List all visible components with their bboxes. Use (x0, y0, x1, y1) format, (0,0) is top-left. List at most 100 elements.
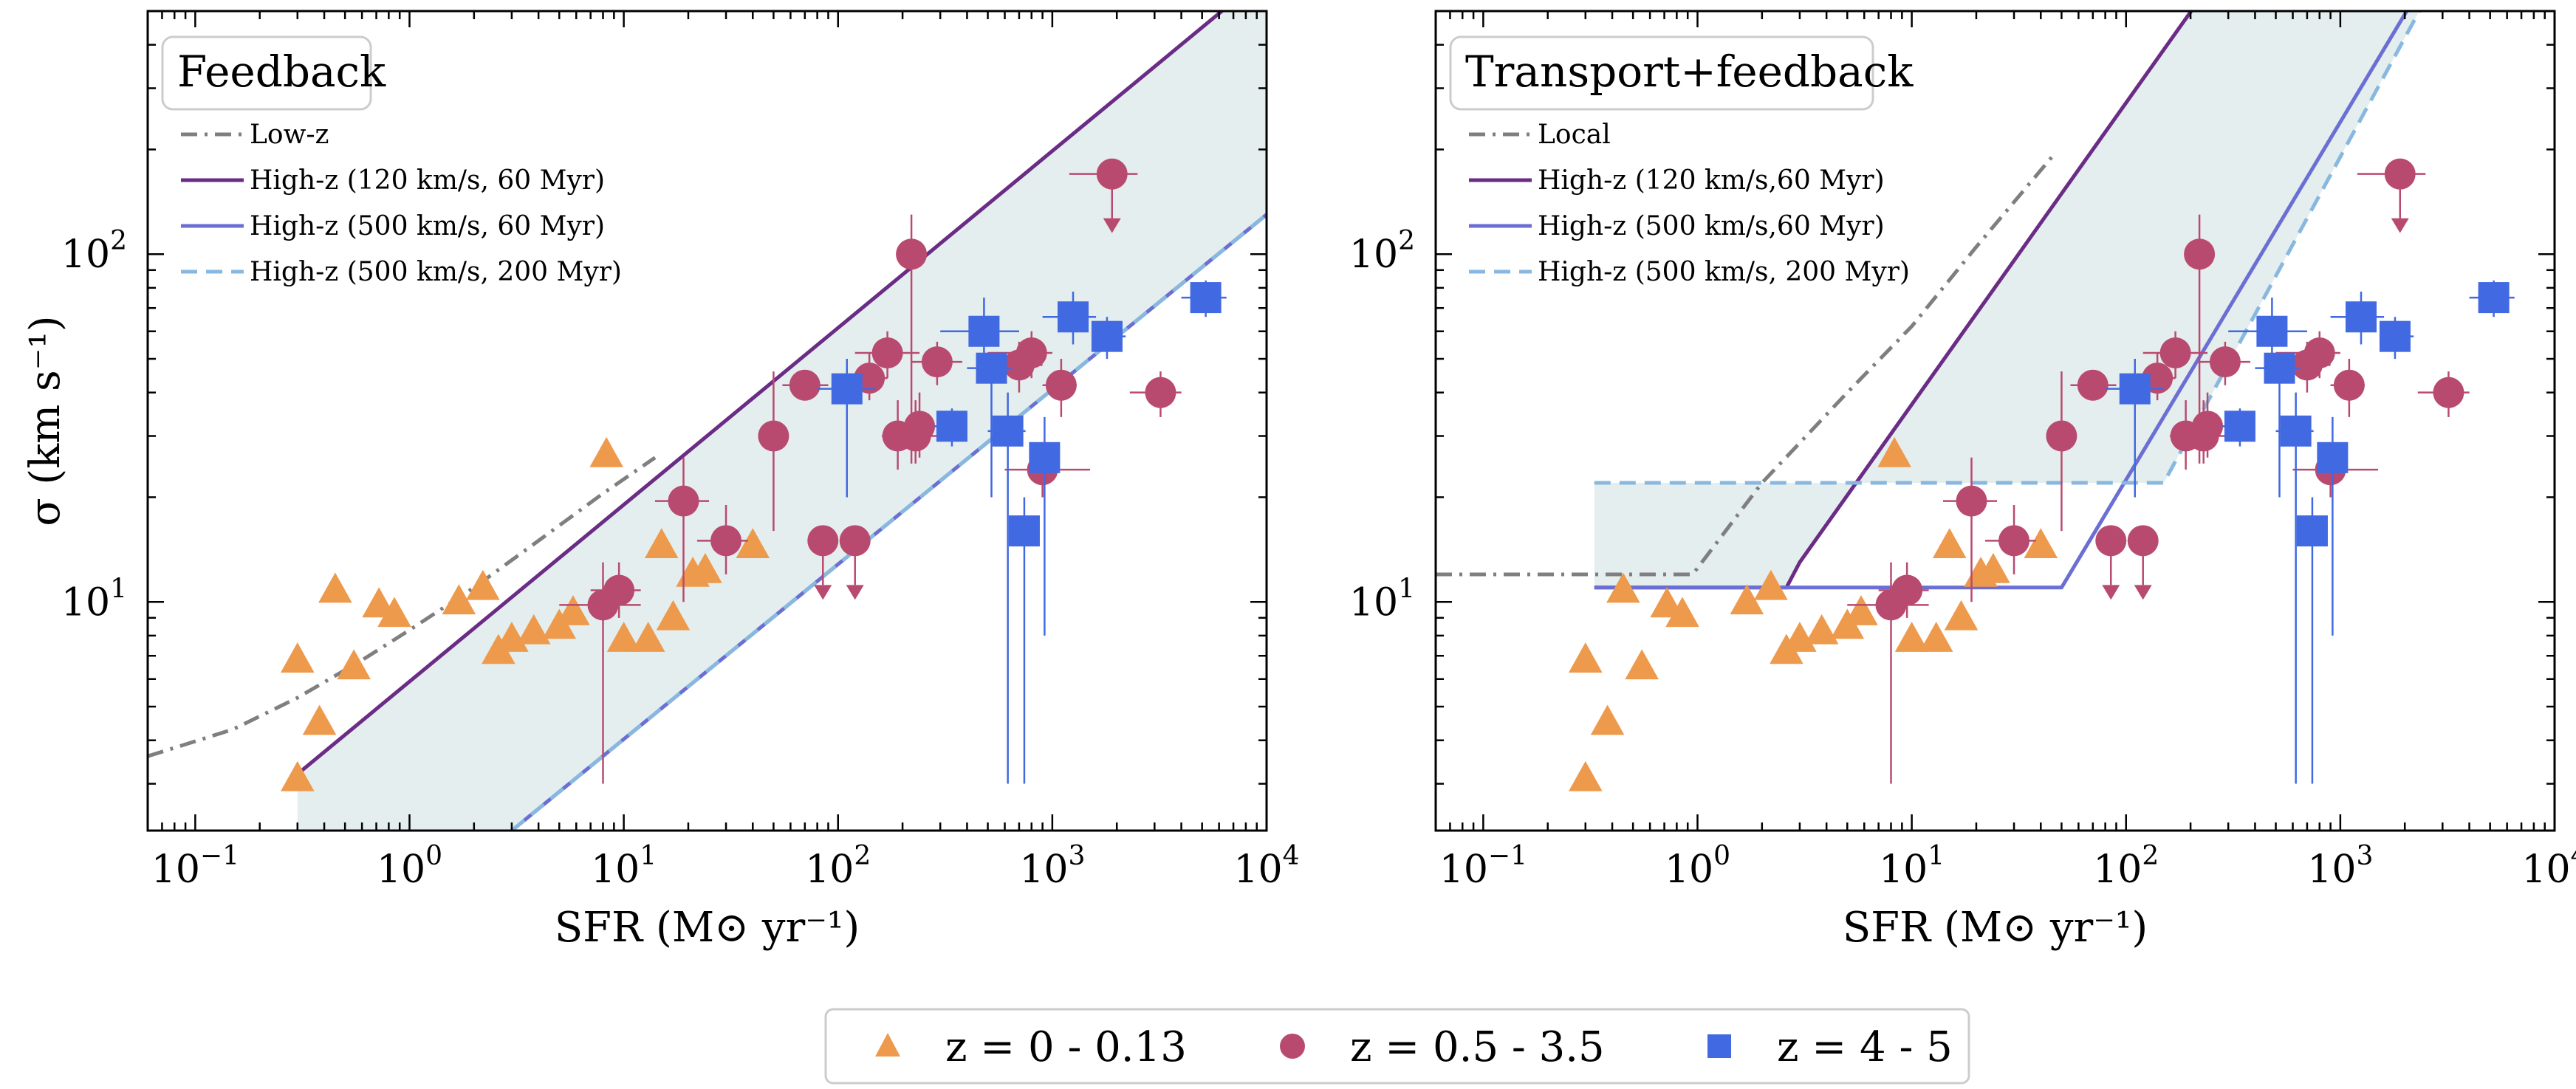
point-z4 (2280, 415, 2312, 447)
point-z0 (2024, 528, 2058, 559)
shared-legend: z = 0 - 0.13 z = 0.5 - 3.5 z = 4 - 5 (824, 1008, 1970, 1085)
point-z0 (1730, 584, 1764, 615)
point-z1 (871, 337, 903, 369)
ticks: 10−1 100 101 102 103 104 101 102 (1349, 10, 2576, 892)
point-z0 (589, 436, 623, 467)
band-area (297, 11, 1267, 831)
model-band (297, 11, 1267, 831)
point-z4 (1057, 301, 1089, 333)
point-z1 (2209, 346, 2241, 378)
point-z0 (1894, 622, 1929, 652)
upper-limit-head (846, 585, 864, 600)
x-tick-label: 100 (1665, 841, 1730, 892)
point-z4 (1008, 515, 1040, 547)
point-z4 (831, 373, 863, 405)
y-axis-label: σ (km s⁻¹) (21, 315, 69, 526)
x-tick-label: 10−1 (1439, 841, 1527, 892)
point-z4 (2264, 352, 2295, 384)
point-z1 (2303, 337, 2335, 369)
point-z0 (644, 528, 679, 559)
x-tick-label: 100 (377, 841, 442, 892)
plot-frame (1434, 10, 2556, 832)
legend-entry: High-z (500 km/s, 200 Myr) (250, 257, 622, 287)
point-z0 (1590, 704, 1625, 735)
point-z0 (656, 600, 691, 631)
model-lines (1436, 11, 2422, 590)
model-band (1594, 11, 2419, 588)
panel-transport-feedback: 10−1 100 101 102 103 104 101 102 Transport+feed… (1349, 10, 2576, 952)
point-z4 (2296, 515, 2328, 547)
y-tick-label: 102 (1349, 226, 1415, 277)
point-z0 (442, 584, 476, 615)
legend-entry: High-z (500 km/s, 60 Myr) (250, 211, 605, 241)
y-tick-label: 101 (1349, 574, 1415, 625)
panel-feedback: 10−1 100 101 102 103 104 101 102 Feedback Low-z H… (21, 10, 1300, 952)
line-high-z-120-km-s-60-myr (296, 11, 1225, 776)
point-z1 (2433, 377, 2464, 408)
point-z4 (2478, 282, 2510, 314)
point-z0 (1568, 760, 1603, 791)
point-z1 (2127, 525, 2159, 557)
point-z4 (2379, 320, 2411, 352)
point-z4 (1190, 282, 1222, 314)
panel-title: Feedback (177, 47, 386, 97)
point-z0 (1844, 595, 1878, 625)
point-z0 (1665, 597, 1699, 628)
x-tick-label: 102 (2093, 841, 2159, 892)
line-high-z-500-km-s-200-myr (510, 213, 1267, 831)
point-z1 (839, 525, 871, 557)
point-z1 (896, 238, 928, 270)
legend-entry: Low-z (250, 120, 329, 150)
legend-label: z = 4 - 5 (1777, 1023, 1953, 1071)
point-z4 (2256, 315, 2288, 347)
legend-square-marker (1707, 1034, 1731, 1058)
point-z1 (1045, 369, 1077, 401)
x-tick-label: 101 (591, 841, 657, 892)
point-z1 (2046, 420, 2077, 452)
legend-entry: High-z (120 km/s, 60 Myr) (250, 165, 605, 196)
point-z0 (377, 597, 411, 628)
legend-circle-marker (1280, 1034, 1305, 1059)
point-z1 (1096, 158, 1128, 190)
point-z1 (2077, 369, 2109, 401)
point-z0 (495, 622, 529, 652)
point-z0 (337, 649, 371, 680)
point-z0 (302, 704, 337, 735)
line-high-z-500-km-s-60-myr (1594, 11, 2409, 590)
legend-label: z = 0 - 0.13 (945, 1023, 1187, 1071)
point-z1 (603, 574, 635, 606)
point-z4 (2119, 373, 2151, 405)
point-z0 (1783, 622, 1817, 652)
x-tick-label: 101 (1879, 841, 1945, 892)
upper-limit-head (2102, 585, 2120, 600)
point-z0 (516, 614, 551, 645)
upper-limit-head (1103, 218, 1121, 233)
x-tick-label: 10−1 (151, 841, 239, 892)
point-z1 (710, 525, 742, 557)
panel-title: Transport+feedback (1465, 47, 1914, 97)
point-z1 (1956, 485, 1987, 517)
point-z0 (736, 528, 770, 559)
upper-limit-head (814, 585, 832, 600)
point-z0 (1877, 436, 1911, 467)
point-z0 (1606, 572, 1640, 603)
point-z1 (2095, 525, 2127, 557)
point-z0 (1932, 528, 1967, 559)
point-z4 (936, 410, 967, 442)
point-z0 (688, 552, 722, 583)
title-box (161, 35, 372, 111)
point-z1 (1998, 525, 2030, 557)
point-z1 (2192, 410, 2224, 442)
point-z4 (2317, 442, 2349, 473)
data-points (280, 158, 1227, 791)
point-z1 (1145, 377, 1176, 408)
point-z0 (466, 569, 500, 600)
x-axis-label: SFR (M⊙ yr⁻¹) (555, 904, 860, 952)
point-z0 (556, 595, 590, 625)
point-z1 (1015, 337, 1047, 369)
legend-entry: High-z (500 km/s, 200 Myr) (1538, 257, 1910, 287)
line-low-z (148, 456, 657, 758)
legend-entry: High-z (500 km/s,60 Myr) (1538, 211, 1885, 241)
point-z4 (1091, 320, 1123, 352)
